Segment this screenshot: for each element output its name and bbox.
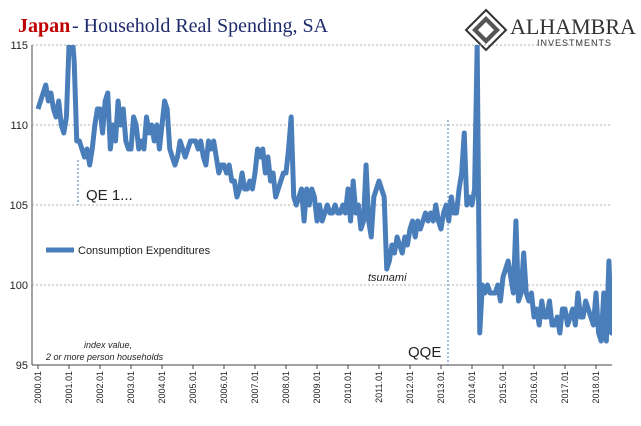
x-tick-label: 2008.01	[281, 371, 291, 404]
x-tick-label: 2006.01	[219, 371, 229, 404]
x-tick-label: 2007.01	[250, 371, 260, 404]
legend-label: Consumption Expenditures	[78, 245, 211, 257]
title-highlight: Japan	[18, 15, 70, 37]
y-tick-label: 100	[10, 280, 28, 292]
logo	[464, 8, 508, 52]
x-tick-label: 2002.01	[95, 371, 105, 404]
x-tick-label: 2010.01	[343, 371, 353, 404]
note: 2 or more person households	[45, 352, 164, 362]
y-tick-label: 105	[10, 200, 28, 212]
annotation: QE 1...	[86, 187, 133, 204]
chart-title: - Household Real Spending, SA	[72, 15, 329, 37]
series-line	[35, 45, 612, 344]
x-tick-label: 2016.01	[529, 371, 539, 404]
brand-sub: INVESTMENTS	[537, 38, 612, 48]
x-tick-label: 2011.01	[374, 371, 384, 403]
x-tick-label: 2018.01	[591, 371, 601, 404]
plot-area	[35, 45, 612, 344]
x-tick-label: 2000.01	[33, 371, 43, 404]
annotation: QQE	[408, 344, 441, 361]
x-tick-label: 2005.01	[188, 371, 198, 404]
note: index value,	[84, 340, 132, 350]
x-tick-label: 2013.01	[436, 371, 446, 404]
x-tick-label: 2001.01	[64, 371, 74, 404]
x-tick-label: 2004.01	[157, 371, 167, 404]
x-tick-label: 2015.01	[498, 371, 508, 404]
y-tick-label: 95	[16, 360, 28, 372]
x-tick-label: 2003.01	[126, 371, 136, 404]
x-tick-label: 2017.01	[560, 371, 570, 404]
y-tick-label: 115	[10, 40, 28, 52]
x-tick-label: 2012.01	[405, 371, 415, 404]
annotation: tsunami	[368, 272, 407, 284]
brand: ALHAMBRA	[510, 14, 636, 39]
x-tick-label: 2014.01	[467, 371, 477, 404]
x-tick-label: 2009.01	[312, 371, 322, 404]
y-tick-label: 110	[10, 120, 28, 132]
